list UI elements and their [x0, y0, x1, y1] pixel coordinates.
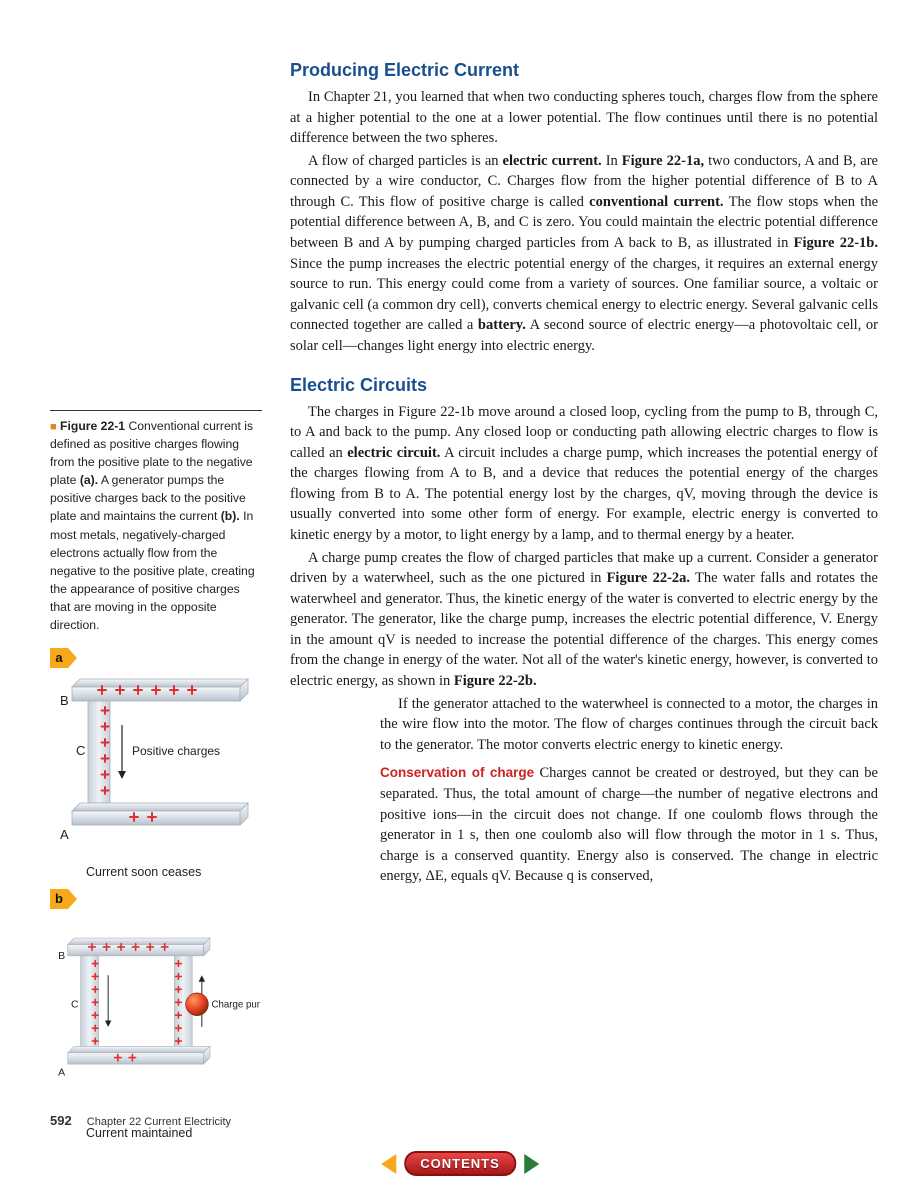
diagram-a: B C A Positive charges	[50, 668, 260, 858]
charge-pump-ball	[186, 993, 209, 1016]
label-charge-pump: Charge pump	[212, 999, 260, 1010]
nav-next-icon[interactable]	[524, 1154, 539, 1174]
label-a2: A	[58, 1066, 65, 1078]
para-2: A flow of charged particles is an electr…	[290, 151, 878, 357]
caption-b: (b).	[221, 509, 240, 523]
caption-a: (a).	[80, 473, 98, 487]
label-b: B	[60, 693, 69, 708]
caption-text-3: In most metals, negatively-charged elect…	[50, 509, 255, 631]
para-3: The charges in Figure 22-1b move around …	[290, 402, 878, 546]
diagram-b: B C A Charge pump	[50, 909, 260, 1119]
nav-prev-icon[interactable]	[381, 1154, 396, 1174]
figure-22-1: a	[50, 648, 262, 1140]
sidebar: ■ Figure 22-1 Conventional current is de…	[50, 60, 280, 1140]
main-content: Producing Electric Current In Chapter 21…	[280, 60, 878, 1140]
page-footer: 592 Chapter 22 Current Electricity	[50, 1113, 231, 1128]
para-6: Conservation of charge Charges cannot be…	[380, 763, 878, 886]
para-5: If the generator attached to the waterwh…	[380, 694, 878, 756]
label-b2: B	[58, 950, 65, 962]
square-bullet-icon: ■	[50, 421, 57, 433]
page-layout: ■ Figure 22-1 Conventional current is de…	[0, 0, 920, 1140]
figure-caption: ■ Figure 22-1 Conventional current is de…	[50, 417, 262, 634]
para-4: A charge pump creates the flow of charge…	[290, 548, 878, 692]
para-1: In Chapter 21, you learned that when two…	[290, 87, 878, 149]
contents-nav: CONTENTS	[381, 1151, 539, 1176]
label-c: C	[76, 743, 85, 758]
heading-circuits: Electric Circuits	[290, 375, 878, 396]
label-c2: C	[71, 998, 79, 1010]
figure-label: Figure 22-1	[60, 419, 125, 433]
section-2-body: The charges in Figure 22-1b move around …	[290, 402, 878, 692]
page-number: 592	[50, 1113, 72, 1128]
label-a: A	[60, 827, 69, 842]
heading-producing: Producing Electric Current	[290, 60, 878, 81]
subfigure-label-a: a	[50, 648, 68, 668]
section-2-body-indented: If the generator attached to the waterwh…	[380, 694, 878, 887]
run-in-heading: Conservation of charge	[380, 765, 534, 780]
label-positive-charges: Positive charges	[132, 744, 220, 758]
diagram-a-caption: Current soon ceases	[86, 865, 262, 879]
section-1-body: In Chapter 21, you learned that when two…	[290, 87, 878, 357]
caption-rule	[50, 410, 262, 411]
contents-button[interactable]: CONTENTS	[404, 1151, 516, 1176]
subfigure-label-b: b	[50, 889, 68, 909]
chapter-title: Chapter 22 Current Electricity	[87, 1116, 231, 1128]
